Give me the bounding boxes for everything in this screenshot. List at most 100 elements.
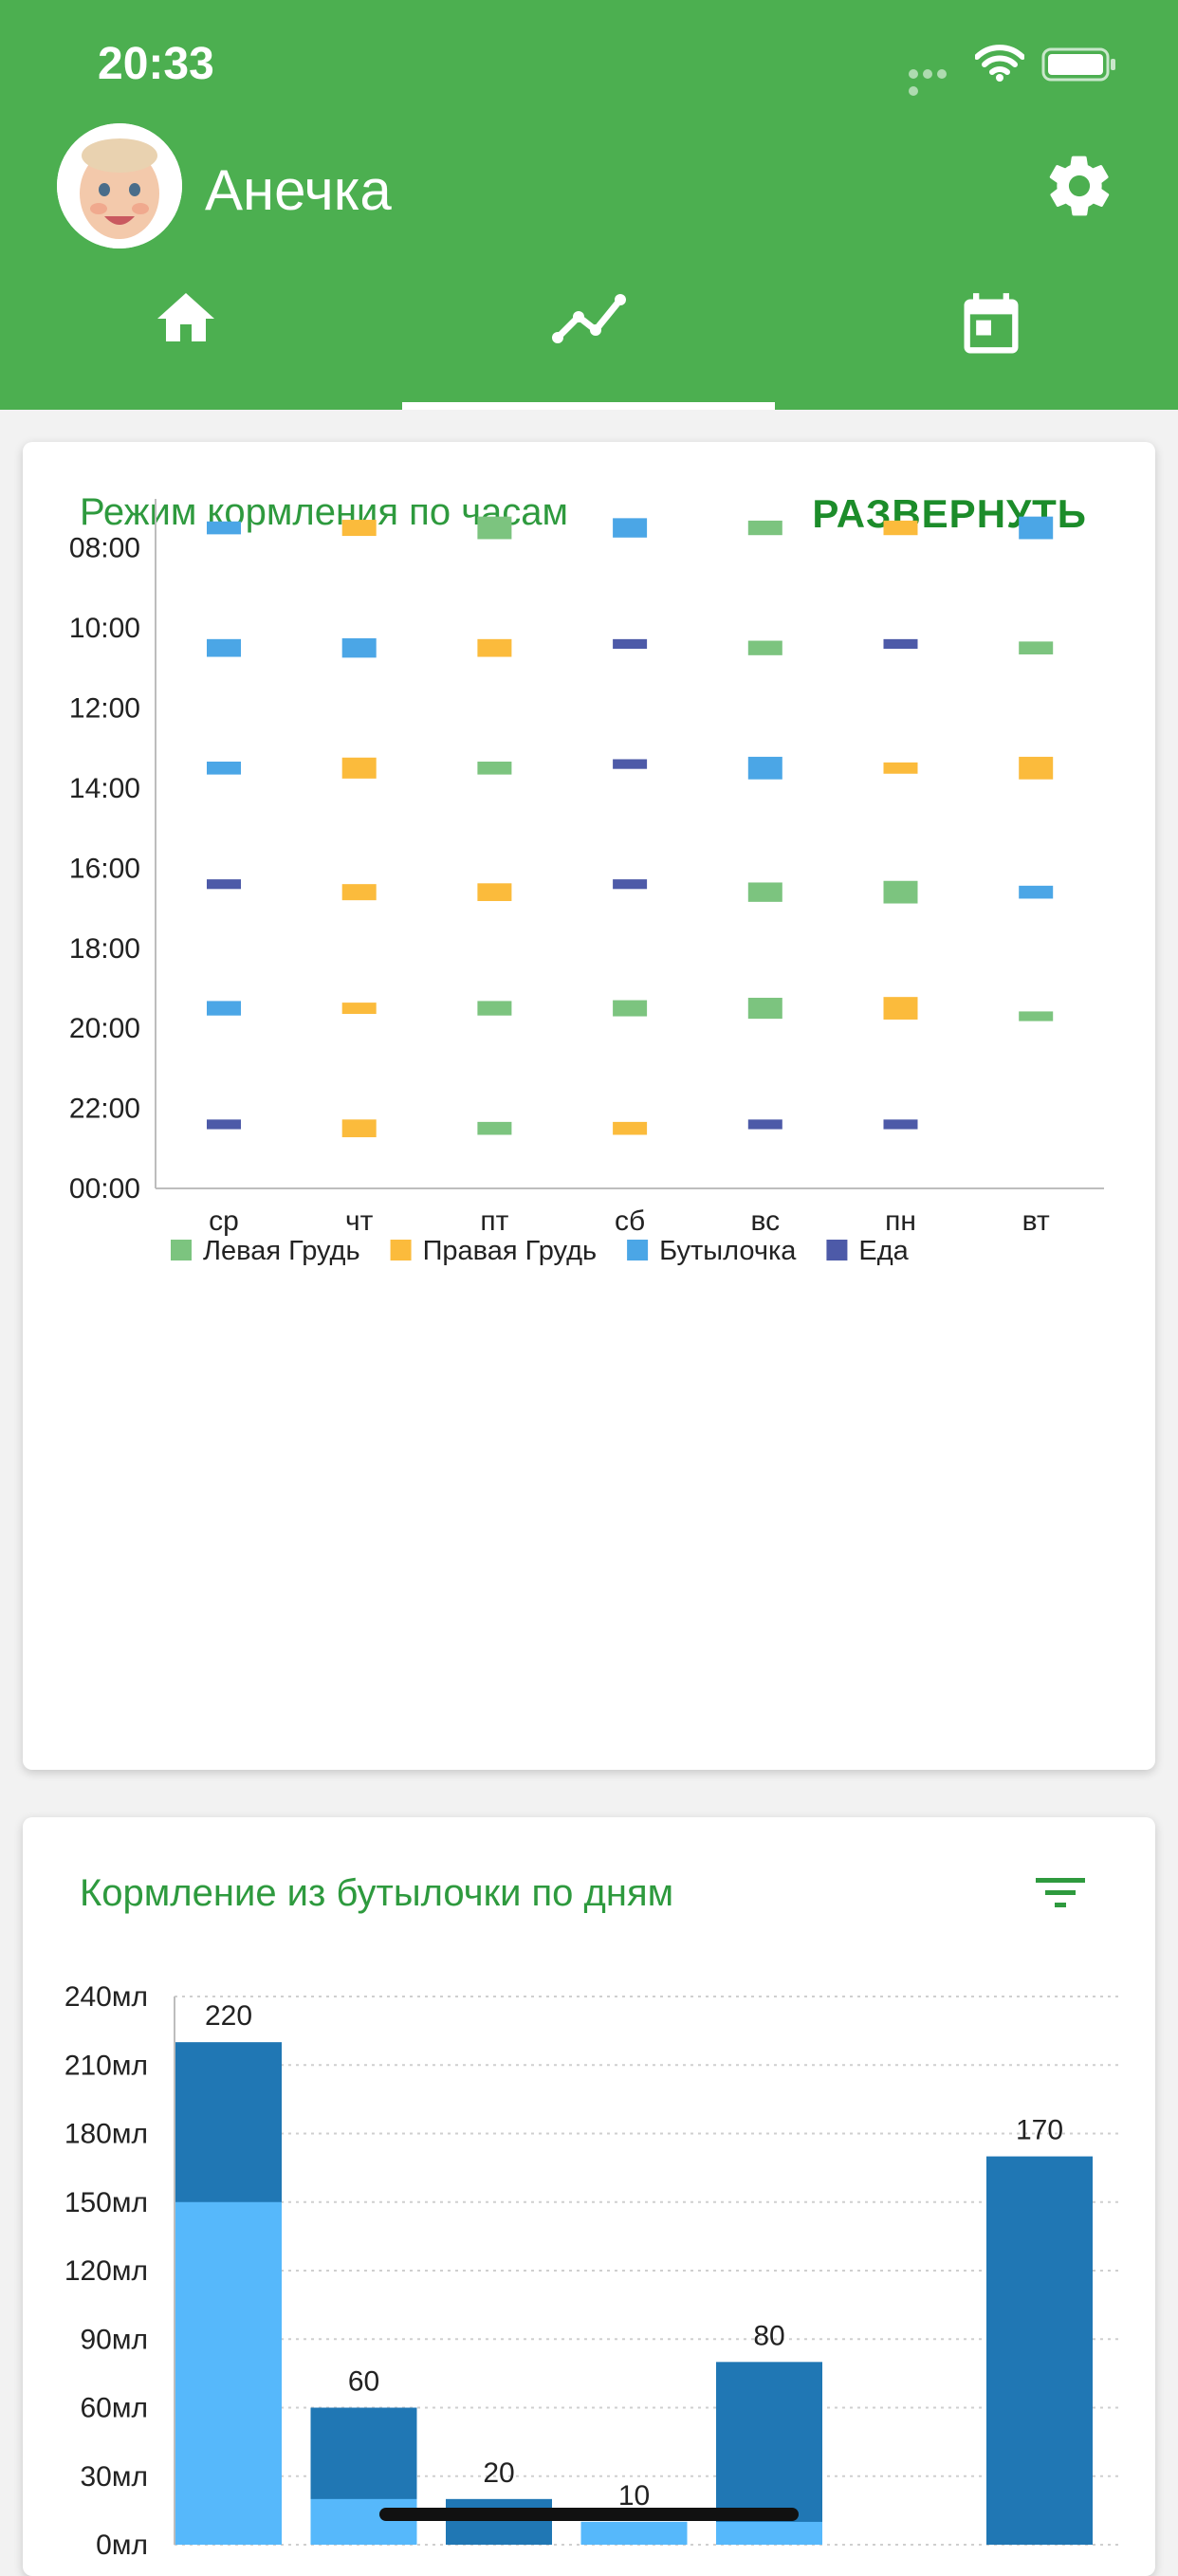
y-tick-label: 180мл [64,2119,148,2150]
bar-value-label: 220 [205,2000,252,2032]
feeding-point [207,521,241,535]
y-tick-label: 150мл [64,2187,148,2218]
feeding-point [883,638,918,650]
feeding-point [747,756,782,780]
feeding-point [341,637,377,658]
y-tick-label: 16:00 [69,853,140,884]
bar-value-label: 170 [1016,2115,1063,2146]
legend-label: Бутылочка [659,1236,797,1266]
feeding-point [613,1121,648,1135]
bottle-feeding-card: Кормление из бутылочки по дням 0мл 30мл 60… [23,1817,1155,2576]
battery-icon [1041,47,1115,82]
legend-label: Правая Грудь [423,1236,598,1266]
bar-segment [310,2498,417,2545]
feeding-point [1019,885,1054,899]
feeding-point [477,638,512,657]
y-tick-label: 120мл [64,2255,148,2287]
legend-swatch [627,1240,649,1260]
feeding-point [613,759,648,769]
bar-segment [175,2201,282,2545]
bar-segment [580,2521,688,2545]
feeding-point [1019,756,1054,780]
feeding-schedule-chart: 00:0002:0004:0006:0008:0010:0012:0014:00… [69,499,1104,1266]
feeding-point [1019,641,1054,654]
feeding-point [207,1119,241,1130]
tab-calendar[interactable] [952,290,1030,362]
y-tick-label: 10:00 [69,613,140,644]
feeding-point [613,1000,648,1017]
y-tick-label: 30мл [81,2461,149,2493]
signal-icon [909,66,964,96]
home-indicator [379,2508,799,2521]
bar-value-label: 10 [618,2480,650,2512]
feeding-point [883,762,918,774]
bar-value-label: 60 [348,2366,379,2398]
feeding-point [207,879,241,890]
feeding-point [477,1121,512,1135]
bottle-feeding-chart: 0мл 30мл 60мл 90мл 120мл 150мл 180мл 210мл 240мл… [64,1981,1123,2561]
app-header: 20:33 Анечка [0,0,1178,410]
wifi-icon [975,45,1024,82]
bar-total [986,2156,1093,2545]
y-tick-label: 240мл [64,1981,148,2013]
y-tick-label: 18:00 [69,933,140,965]
bar-value-label: 20 [483,2457,514,2489]
feeding-point [477,1001,512,1016]
home-icon [157,293,214,341]
feeding-point [1019,1011,1054,1021]
x-tick-label: вт [1022,1205,1050,1237]
x-tick-label: чт [345,1205,374,1237]
feeding-point [883,997,918,1020]
x-tick-label: пт [480,1205,508,1237]
calendar-icon [964,293,1019,354]
feeding-point [613,518,648,538]
feeding-point [613,879,648,890]
y-tick-label: 12:00 [69,693,140,725]
feeding-point [477,762,512,775]
x-tick-label: вс [750,1205,780,1237]
feeding-point [207,762,241,775]
bar-segment [716,2521,822,2545]
gear-icon[interactable] [1043,150,1115,222]
x-tick-label: сб [615,1205,645,1237]
avatar[interactable] [57,123,182,248]
x-tick-label: ср [209,1205,239,1237]
tab-home[interactable] [152,285,220,353]
feeding-point [883,1119,918,1130]
bottle-feeding-title: Кормление из бутылочки по дням [80,1872,674,1914]
bar-total [446,2498,552,2545]
y-tick-label: 90мл [81,2324,149,2355]
feeding-point [613,638,648,650]
bar-value-label: 80 [753,2320,784,2351]
y-tick-label: 210мл [64,2050,148,2081]
feeding-point [341,1119,377,1138]
feeding-point [883,880,918,904]
feeding-point [747,882,782,902]
feeding-schedule-card: Режим кормления по часам РАЗВЕРНУТЬ 00:0… [23,442,1155,1770]
feeding-point [747,1119,782,1130]
feeding-point [477,516,512,540]
legend-swatch [171,1240,192,1260]
profile-name[interactable]: Анечка [205,158,392,222]
y-tick-label: 0мл [96,2530,148,2561]
feeding-point [207,1001,241,1016]
y-tick-label: 60мл [81,2393,149,2424]
x-tick-label: пн [885,1205,916,1237]
y-tick-label: 08:00 [69,533,140,564]
y-tick-label: 20:00 [69,1013,140,1044]
feeding-point [1019,516,1054,540]
tab-statistics[interactable] [550,285,628,353]
baby-photo [57,123,182,248]
feeding-point [477,883,512,902]
active-tab-indicator [402,402,775,410]
filter-icon[interactable] [1034,1874,1087,1912]
legend-swatch [390,1240,412,1260]
status-time: 20:33 [98,39,214,89]
feeding-point [747,998,782,1020]
feeding-point [747,520,782,536]
legend-label: Левая Грудь [203,1236,360,1266]
feeding-point [341,520,377,537]
legend-swatch [826,1240,848,1260]
y-tick-label: 00:00 [69,1173,140,1205]
feeding-point [883,520,918,536]
